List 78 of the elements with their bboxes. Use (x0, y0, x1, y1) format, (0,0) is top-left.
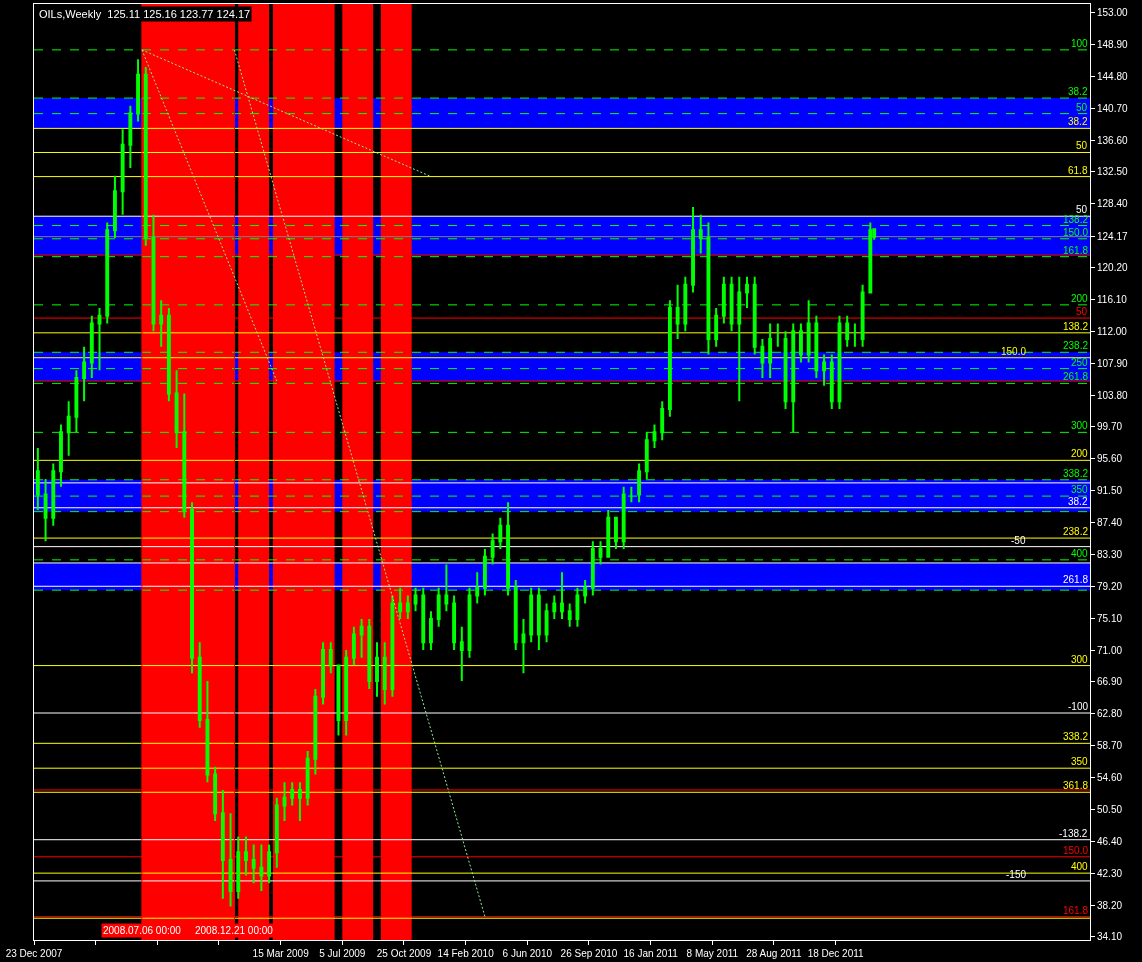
annotation: 38.2 (1068, 496, 1088, 507)
annotation: 200 (1071, 448, 1089, 459)
annotation: 150.0 (1063, 845, 1089, 856)
y-tick-label: 62.80 (1097, 708, 1123, 720)
y-tick-label: 112.00 (1097, 325, 1128, 337)
ref-line-label: 2008.12.21 00:00 (195, 925, 274, 936)
x-tick-label: 6 Jun 2010 (502, 948, 553, 959)
annotation: 338.2 (1063, 731, 1089, 742)
annotation: 138.2 (1063, 321, 1089, 332)
y-tick-label: 58.70 (1097, 740, 1123, 752)
annotation: 38.2 (1068, 116, 1088, 127)
annotation: 261.8 (1063, 371, 1089, 382)
chart-title: OILs,Weekly 125.11 125.16 123.77 124.17 (39, 8, 251, 20)
annotation: 138.2 (1063, 214, 1089, 225)
y-tick-label: 132.50 (1097, 166, 1129, 178)
y-tick-label: 46.40 (1097, 835, 1123, 847)
annotation: -100 (1068, 701, 1089, 712)
annotation: 338.2 (1063, 468, 1089, 479)
annotation: 250 (1071, 357, 1089, 368)
y-tick-label: 128.40 (1097, 198, 1129, 210)
annotation: 150.0 (1001, 346, 1027, 357)
annotation: 100 (1071, 38, 1089, 49)
x-tick-label: 23 Dec 2007 (5, 948, 63, 959)
y-tick-label: 144.80 (1097, 70, 1129, 82)
y-tick-label: 38.20 (1097, 899, 1123, 911)
ref-line-label: 2008.07.06 00:00 (103, 925, 182, 936)
x-tick-label: 16 Jan 2011 (623, 948, 679, 959)
annotation: 300 (1071, 420, 1089, 431)
y-tick-label: 99.70 (1097, 421, 1123, 433)
y-tick-label: 140.70 (1097, 102, 1129, 114)
y-tick-label: 66.90 (1097, 676, 1123, 688)
annotation: 50 (1076, 204, 1088, 215)
x-tick-label: 14 Feb 2010 (437, 948, 495, 959)
annotation: 400 (1071, 861, 1089, 872)
annotation: 38.2 (1068, 86, 1088, 97)
x-tick-label: 25 Oct 2009 (376, 948, 432, 959)
y-tick-label: 79.20 (1097, 580, 1123, 592)
y-tick-label: 50.50 (1097, 803, 1123, 815)
annotation: 200 (1071, 293, 1089, 304)
y-tick-label: 42.30 (1097, 867, 1123, 879)
annotation: -138.2 (1059, 828, 1088, 839)
y-tick-label: 124.17 (1097, 231, 1129, 243)
y-tick-label: 91.50 (1097, 485, 1123, 497)
annotation: 161.8 (1063, 905, 1089, 916)
x-tick-label: 5 Jul 2009 (319, 948, 366, 959)
annotation: 61.8 (1068, 165, 1088, 176)
x-tick-label: 18 Dec 2011 (807, 948, 865, 959)
y-tick-label: 148.90 (1097, 38, 1129, 50)
y-tick-label: 83.30 (1097, 548, 1123, 560)
y-tick-label: 95.60 (1097, 453, 1123, 465)
y-tick-label: 54.60 (1097, 772, 1123, 784)
y-tick-label: 71.00 (1097, 644, 1123, 656)
x-tick-label: 26 Sep 2010 (560, 948, 618, 959)
y-tick-label: 103.80 (1097, 389, 1129, 401)
x-tick-label: 28 Aug 2011 (746, 948, 803, 959)
y-tick-label: 136.60 (1097, 134, 1129, 146)
y-tick-label: 34.10 (1097, 931, 1123, 943)
annotation: 350 (1071, 756, 1089, 767)
y-tick-label: 75.10 (1097, 612, 1123, 624)
y-tick-label: 120.20 (1097, 262, 1129, 274)
y-tick-label: 116.10 (1097, 293, 1128, 305)
y-tick-label: 107.90 (1097, 357, 1129, 369)
x-tick-label: 15 Mar 2009 (252, 948, 310, 959)
annotation: 161.8 (1063, 245, 1089, 256)
annotation: 50 (1076, 306, 1088, 317)
y-tick-label: 87.40 (1097, 517, 1123, 529)
annotation: 300 (1071, 654, 1089, 665)
annotation: 150.0 (1063, 227, 1089, 238)
annotation: 350 (1071, 484, 1089, 495)
x-tick-label: 8 May 2011 (686, 948, 739, 959)
annotation: 238.2 (1063, 340, 1089, 351)
annotation: 238.2 (1063, 526, 1089, 537)
annotation: 50 (1076, 140, 1088, 151)
annotation: 400 (1071, 548, 1089, 559)
annotation: 50 (1076, 102, 1088, 113)
y-tick-label: 153.00 (1097, 7, 1129, 19)
annotation: 361.8 (1063, 780, 1089, 791)
annotation: 261.8 (1063, 574, 1089, 585)
